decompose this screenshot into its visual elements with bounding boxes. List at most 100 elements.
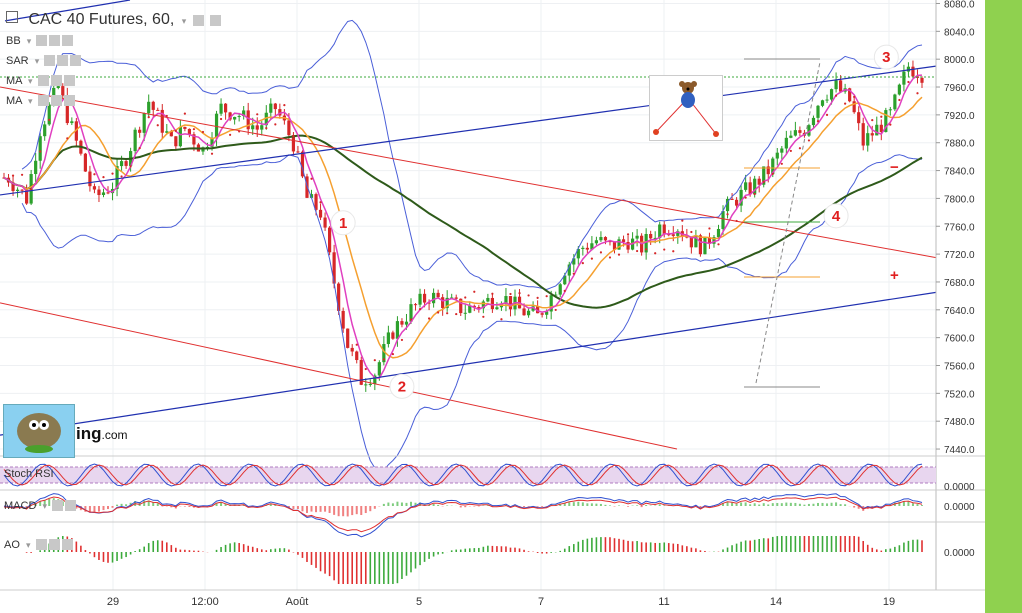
collapse-icon[interactable] xyxy=(6,11,18,23)
eye-icon[interactable] xyxy=(44,55,56,66)
candle-body xyxy=(734,199,739,206)
macd-label[interactable]: MACD ▾ xyxy=(4,500,77,512)
candle-body xyxy=(459,298,463,314)
chevron-down-icon[interactable]: ▾ xyxy=(26,36,32,46)
close-icon[interactable] xyxy=(70,55,82,66)
red-channel-lower xyxy=(0,302,678,450)
chevron-down-icon[interactable]: ▾ xyxy=(27,96,33,106)
price-tick-label: 7880.0 xyxy=(944,139,975,150)
candle xyxy=(183,126,187,132)
close-icon[interactable] xyxy=(63,75,75,86)
time-tick-label: 7 xyxy=(538,596,544,608)
chevron-down-icon[interactable]: ▾ xyxy=(181,16,187,26)
stoch-axis-label: 0.0000 xyxy=(944,482,975,493)
candle-body xyxy=(712,237,716,244)
gear-icon[interactable] xyxy=(65,500,77,511)
eye-icon[interactable] xyxy=(52,500,64,511)
close-icon[interactable] xyxy=(61,539,73,550)
eye-icon[interactable] xyxy=(192,15,204,26)
indicator-sar[interactable]: SAR ▾ xyxy=(6,55,82,67)
sar-dot xyxy=(536,296,539,300)
candle xyxy=(540,312,544,318)
right-sidebar xyxy=(985,0,1022,613)
chart-title-row: CAC 40 Futures, 60, ▾ xyxy=(6,11,222,29)
candle-body xyxy=(848,88,852,102)
sar-dot xyxy=(192,128,196,131)
candle xyxy=(554,291,558,296)
candle xyxy=(432,288,436,308)
indicator-label: MA xyxy=(6,75,22,87)
chevron-down-icon[interactable]: ▾ xyxy=(42,501,47,511)
candle-body xyxy=(101,192,106,196)
gear-icon[interactable] xyxy=(50,75,62,86)
candle xyxy=(223,103,228,120)
candle xyxy=(852,95,856,114)
candle xyxy=(707,232,712,249)
bear-drawing[interactable] xyxy=(649,75,723,141)
chevron-down-icon[interactable]: ▾ xyxy=(34,56,40,66)
gear-icon[interactable] xyxy=(49,35,61,46)
sar-dot xyxy=(283,104,286,107)
close-icon[interactable] xyxy=(63,95,75,106)
gear-icon[interactable] xyxy=(210,15,222,26)
indicator-label: MA xyxy=(6,95,22,107)
price-tick-label: 7960.0 xyxy=(944,83,975,94)
sar-dot xyxy=(554,308,557,312)
sar-dot xyxy=(771,172,774,175)
candle-body xyxy=(205,146,210,148)
sar-dot xyxy=(328,235,331,239)
sar-dot xyxy=(174,129,177,133)
candle-body xyxy=(866,133,870,146)
indicator-ma-2[interactable]: MA ▾ xyxy=(6,95,75,107)
candle-body xyxy=(558,284,562,295)
sar-dot xyxy=(156,124,159,127)
candle xyxy=(689,237,693,254)
candle-body xyxy=(531,306,535,311)
candle-body xyxy=(156,109,160,111)
eye-icon[interactable] xyxy=(37,95,49,106)
sar-dot xyxy=(636,249,639,253)
sar-dot xyxy=(717,243,720,246)
candle xyxy=(549,290,553,320)
indicator-ma-1[interactable]: MA ▾ xyxy=(6,75,75,87)
candle xyxy=(762,166,766,188)
sar-dot xyxy=(382,358,385,361)
candle-body xyxy=(25,190,29,204)
time-tick-label: 29 xyxy=(107,596,119,608)
candle-body xyxy=(771,158,775,175)
candle-body xyxy=(364,384,368,386)
sar-dot xyxy=(509,292,512,296)
sar-dot xyxy=(274,123,277,126)
gear-icon[interactable] xyxy=(57,55,69,66)
sar-dot xyxy=(608,256,612,259)
sar-dot xyxy=(789,149,792,153)
candle xyxy=(156,107,160,111)
candle xyxy=(115,158,119,197)
red-channel-upper xyxy=(0,86,937,259)
candle xyxy=(25,184,29,205)
candle-body xyxy=(332,252,336,284)
candle-body xyxy=(689,237,693,248)
close-icon[interactable] xyxy=(62,35,74,46)
candle-body xyxy=(621,239,626,242)
annotation-text: + xyxy=(890,267,899,284)
gear-icon[interactable] xyxy=(50,95,62,106)
candle-body xyxy=(753,178,757,195)
candle-body xyxy=(124,161,128,166)
indicator-bb[interactable]: BB ▾ xyxy=(6,35,74,47)
gear-icon[interactable] xyxy=(48,539,60,550)
chevron-down-icon[interactable]: ▾ xyxy=(25,540,31,550)
eye-icon[interactable] xyxy=(36,35,48,46)
candle xyxy=(61,83,65,99)
candle xyxy=(278,103,282,119)
ao-label[interactable]: AO ▾ xyxy=(4,539,73,551)
eye-icon[interactable] xyxy=(37,75,49,86)
eye-icon[interactable] xyxy=(35,539,47,550)
stoch-rsi-label[interactable]: Stoch RSI xyxy=(4,468,54,480)
logo-text-suffix: .com xyxy=(101,428,128,442)
candle xyxy=(70,117,74,126)
chevron-down-icon[interactable]: ▾ xyxy=(27,76,33,86)
sar-dot xyxy=(337,294,340,297)
candle-body xyxy=(775,152,779,159)
